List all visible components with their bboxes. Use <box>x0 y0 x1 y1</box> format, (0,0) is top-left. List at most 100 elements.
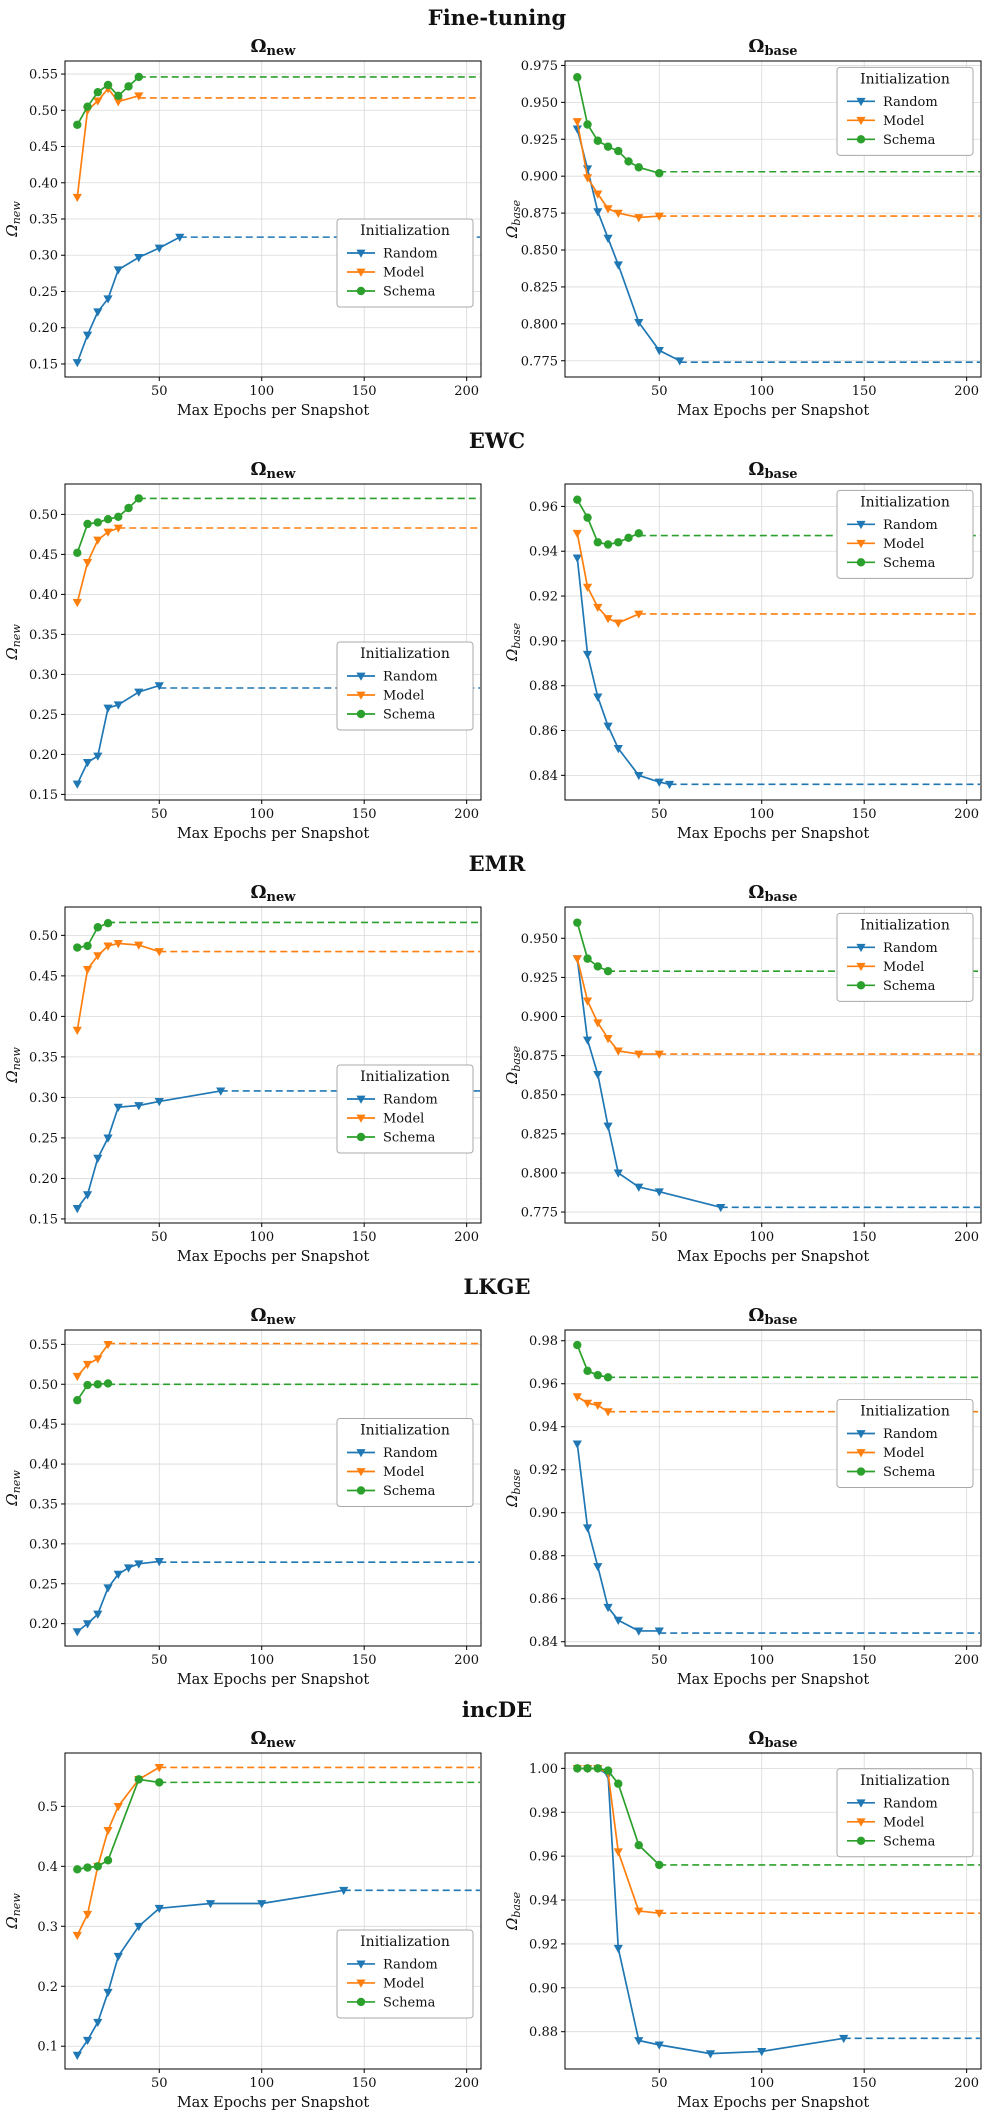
svg-text:100: 100 <box>749 1230 774 1245</box>
svg-text:0.96: 0.96 <box>529 1377 558 1392</box>
grid <box>65 907 481 1223</box>
plot-frame <box>64 1329 482 1647</box>
series-schema <box>573 1764 980 1870</box>
svg-text:150: 150 <box>852 1230 877 1245</box>
series-schema <box>573 1340 980 1382</box>
svg-text:0.50: 0.50 <box>29 1378 58 1393</box>
plot-svg: 0.88 0.90 0.92 0.94 0.96 0.98 1.00 50 100 150 200 Ω… <box>503 1728 982 2111</box>
method-section-incde: incDE 0.1 0.2 0.3 0.4 0.5 50 100 150 200 Ωnew Ωnew… <box>0 1696 994 2117</box>
svg-text:0.20: 0.20 <box>29 1617 58 1632</box>
plot-svg: 0.84 0.86 0.88 0.90 0.92 0.94 0.96 0.98 50 100 150… <box>503 1305 982 1688</box>
svg-text:0.50: 0.50 <box>29 508 58 523</box>
x-axis-label: Max Epochs per Snapshot <box>677 2095 869 2111</box>
chart-emr-omega-base: 0.775 0.800 0.825 0.850 0.875 0.900 0.925 0.950… <box>503 877 991 1271</box>
series-schema <box>73 1775 480 1874</box>
series-model <box>572 955 980 1059</box>
legend-entry-label: Random <box>883 1796 938 1811</box>
svg-text:200: 200 <box>454 2076 479 2091</box>
legend-entry-label: Random <box>383 1957 438 1972</box>
x-axis-label: Max Epochs per Snapshot <box>677 826 869 842</box>
plot-title: Ωbase <box>748 1305 797 1328</box>
plot-title: Ωnew <box>251 882 297 905</box>
x-axis-label: Max Epochs per Snapshot <box>677 403 869 419</box>
legend-title: Initialization <box>360 223 450 239</box>
axis-ticks: 0.20 0.25 0.30 0.35 0.40 0.45 0.50 0.55 50 100 150… <box>29 1338 479 1668</box>
legend-title: Initialization <box>860 71 950 87</box>
series-model <box>572 118 980 223</box>
svg-text:0.4: 0.4 <box>37 1860 58 1875</box>
svg-text:0.5: 0.5 <box>37 1800 58 1815</box>
method-section-emr: EMR 0.15 0.20 0.25 0.30 0.35 0.40 0.45 0.50 50 10… <box>0 850 994 1271</box>
svg-text:200: 200 <box>954 807 979 822</box>
svg-text:0.875: 0.875 <box>521 1049 558 1064</box>
legend: Initialization Random Model Schema <box>336 218 474 308</box>
svg-text:0.25: 0.25 <box>29 1577 58 1592</box>
legend-entry-label: Schema <box>383 285 436 300</box>
svg-text:0.35: 0.35 <box>29 628 58 643</box>
svg-text:0.88: 0.88 <box>529 2025 558 2040</box>
legend: Initialization Random Model Schema <box>336 1929 474 2019</box>
svg-text:50: 50 <box>651 2076 668 2091</box>
legend-entry-label: Random <box>383 247 438 262</box>
svg-text:0.30: 0.30 <box>29 668 58 683</box>
svg-text:100: 100 <box>249 384 274 399</box>
plot-svg: 0.775 0.800 0.825 0.850 0.875 0.900 0.925 0.950… <box>503 36 982 419</box>
x-axis-label: Max Epochs per Snapshot <box>177 1249 369 1265</box>
svg-text:50: 50 <box>151 807 168 822</box>
legend-entry-label: Random <box>383 670 438 685</box>
chart-ewc-omega-new: 0.15 0.20 0.25 0.30 0.35 0.40 0.45 0.50 50 100 150… <box>3 454 491 848</box>
svg-text:0.45: 0.45 <box>29 140 58 155</box>
svg-text:1.00: 1.00 <box>529 1762 558 1777</box>
x-axis-label: Max Epochs per Snapshot <box>177 403 369 419</box>
legend-entry-label: Schema <box>383 1131 436 1146</box>
plot-title: Ωbase <box>748 459 797 482</box>
plot-frame <box>564 60 982 378</box>
svg-text:0.20: 0.20 <box>29 1172 58 1187</box>
series-random <box>72 1558 480 1637</box>
svg-text:0.92: 0.92 <box>529 590 558 605</box>
svg-text:0.40: 0.40 <box>29 1458 58 1473</box>
chart-lkge-omega-base: 0.84 0.86 0.88 0.90 0.92 0.94 0.96 0.98 50 100 150… <box>503 1300 991 1694</box>
axis-ticks: 0.15 0.20 0.25 0.30 0.35 0.40 0.45 0.50 0.55 50 10… <box>29 68 479 399</box>
svg-text:0.15: 0.15 <box>29 788 58 803</box>
svg-text:100: 100 <box>249 807 274 822</box>
svg-text:100: 100 <box>249 2076 274 2091</box>
legend-entry-label: Schema <box>383 708 436 723</box>
svg-text:50: 50 <box>151 1653 168 1668</box>
legend: Initialization Random Model Schema <box>836 66 974 156</box>
chart-lkge-omega-new: 0.20 0.25 0.30 0.35 0.40 0.45 0.50 0.55 50 100 150… <box>3 1300 491 1694</box>
plot-frame <box>64 1752 482 2070</box>
svg-text:150: 150 <box>852 1653 877 1668</box>
svg-text:0.96: 0.96 <box>529 500 558 515</box>
svg-text:0.825: 0.825 <box>521 1127 558 1142</box>
svg-text:0.800: 0.800 <box>521 1166 558 1181</box>
svg-text:0.40: 0.40 <box>29 588 58 603</box>
svg-text:50: 50 <box>651 1230 668 1245</box>
axis-ticks: 0.15 0.20 0.25 0.30 0.35 0.40 0.45 0.50 50 100 150… <box>29 929 479 1245</box>
y-axis-label: Ωbase <box>503 1891 523 1931</box>
svg-text:0.55: 0.55 <box>29 68 58 83</box>
method-title: incDE <box>461 1697 533 1722</box>
svg-text:200: 200 <box>454 1653 479 1668</box>
svg-text:50: 50 <box>151 384 168 399</box>
legend-entry-label: Model <box>883 114 924 129</box>
svg-text:0.30: 0.30 <box>29 1091 58 1106</box>
axis-ticks: 0.88 0.90 0.92 0.94 0.96 0.98 1.00 50 100 150 200 <box>529 1762 979 2091</box>
plot-frame <box>564 1752 982 2070</box>
y-axis-label: Ωnew <box>3 1893 23 1930</box>
svg-text:0.925: 0.925 <box>521 133 558 148</box>
method-title: EMR <box>468 851 526 876</box>
svg-text:150: 150 <box>352 2076 377 2091</box>
legend-entry-label: Model <box>883 960 924 975</box>
legend-entry-label: Random <box>883 941 938 956</box>
legend: Initialization Random Model Schema <box>836 1768 974 1858</box>
legend-entry-label: Model <box>383 1976 424 1991</box>
svg-text:0.825: 0.825 <box>521 280 558 295</box>
svg-text:0.30: 0.30 <box>29 1537 58 1552</box>
svg-text:0.1: 0.1 <box>37 2040 58 2055</box>
legend-entry-label: Schema <box>383 1995 436 2010</box>
y-axis-label: Ωnew <box>3 1047 23 1084</box>
svg-text:0.94: 0.94 <box>529 1420 558 1435</box>
legend: Initialization Random Model Schema <box>336 1064 474 1154</box>
svg-text:0.35: 0.35 <box>29 1050 58 1065</box>
